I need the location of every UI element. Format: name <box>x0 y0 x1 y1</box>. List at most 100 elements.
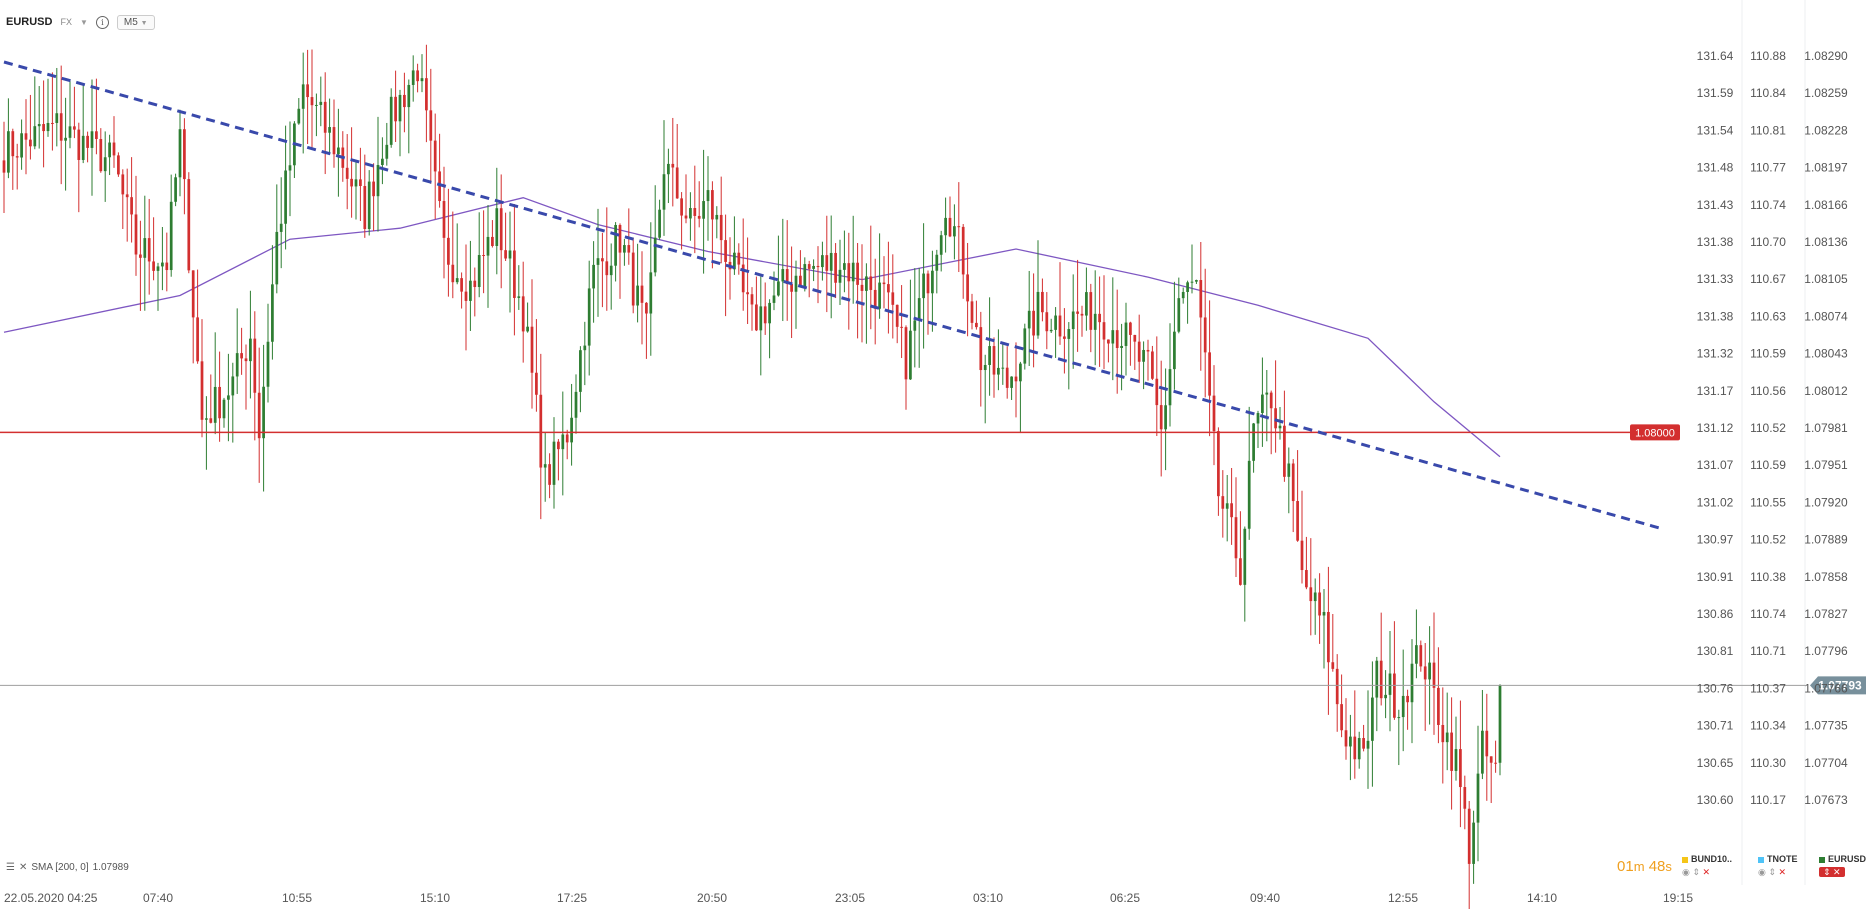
candle-body <box>1111 330 1115 344</box>
eye-icon[interactable]: ◉ <box>1758 867 1766 877</box>
candle-body <box>46 122 50 132</box>
candle-body <box>944 217 947 236</box>
candle-body <box>425 78 428 111</box>
y-tick-label: 110.37 <box>1750 681 1786 695</box>
y-tick-label: 110.52 <box>1750 421 1786 435</box>
candle-body <box>1313 592 1317 602</box>
axis-separators <box>1741 0 1806 885</box>
candle-body <box>1001 367 1005 369</box>
candle-body <box>1331 662 1335 669</box>
indicator-value: 1.07989 <box>92 862 129 873</box>
candle-body <box>90 131 94 148</box>
timeframe-select[interactable]: M5 ▼ <box>116 14 155 30</box>
candle-body <box>829 252 833 271</box>
y-tick-label: 110.81 <box>1750 123 1786 137</box>
candle-timer: 01m 48s <box>1617 858 1672 875</box>
candle-body <box>1027 310 1031 329</box>
candle-body <box>596 258 600 265</box>
legend-swatch <box>1758 856 1764 863</box>
legend-tnote[interactable]: TNOTE ◉ ⇕ ✕ <box>1758 854 1798 878</box>
candle-body <box>1256 413 1260 424</box>
candle-body <box>477 255 481 288</box>
candle-body <box>1102 322 1106 340</box>
candle-body <box>205 418 208 420</box>
candle-body <box>244 358 248 362</box>
info-icon[interactable]: i <box>95 15 109 29</box>
settings-icon[interactable]: ⇕ ✕ <box>1819 867 1845 877</box>
y-tick-label: 110.70 <box>1750 235 1786 249</box>
chevron-down-icon[interactable]: ▼ <box>79 17 88 27</box>
candle-body <box>1445 732 1449 743</box>
candle-body <box>134 214 138 255</box>
y-tick-label: 1.07951 <box>1804 458 1848 472</box>
candle-body <box>583 345 587 351</box>
candle-body <box>1318 592 1321 616</box>
candles <box>2 44 1502 909</box>
y-tick-label: 110.52 <box>1750 533 1786 547</box>
y-tick-label: 1.08166 <box>1804 198 1848 212</box>
candle-body <box>1230 503 1233 518</box>
candle-body <box>988 346 991 365</box>
candle-body <box>913 320 917 331</box>
close-icon[interactable]: ✕ <box>1778 867 1786 877</box>
y-tick-label: 1.08228 <box>1804 123 1848 137</box>
eye-icon[interactable]: ◉ <box>1682 867 1690 877</box>
sort-icon[interactable]: ⇕ <box>1692 867 1700 877</box>
y-axes: 131.64 131.59 131.54 131.48 131.43 131.38 131.… <box>1697 49 1848 807</box>
candle-body <box>737 252 741 265</box>
candle-body <box>332 127 336 155</box>
candle-body <box>684 215 688 219</box>
candle-body <box>1252 423 1255 461</box>
candle-body <box>530 326 534 373</box>
legend-bund[interactable]: BUND10.. ◉ ⇕ ✕ <box>1682 854 1732 878</box>
candle-body <box>513 250 516 298</box>
candle-body <box>486 236 490 256</box>
candle-body <box>939 235 943 255</box>
candle-body <box>697 215 701 219</box>
candle-body <box>1181 291 1185 299</box>
timer-sec-unit: s <box>1665 859 1672 874</box>
candle-body <box>1371 697 1374 741</box>
candle-body <box>983 364 987 371</box>
candle-body <box>931 270 934 294</box>
candle-body <box>1199 280 1203 318</box>
candle-body <box>165 262 169 271</box>
last-price-badge <box>1810 676 1866 695</box>
candle-body <box>1063 336 1066 339</box>
x-tick-label: 22.05.2020 04:25 <box>4 891 98 905</box>
candle-body <box>759 306 763 331</box>
candle-body <box>904 327 908 380</box>
candle-body <box>1071 311 1075 330</box>
y-tick-label: 110.38 <box>1750 570 1786 584</box>
candle-body <box>1137 341 1141 362</box>
x-tick-label: 19:15 <box>1663 891 1693 905</box>
candle-body <box>1076 311 1079 314</box>
y-tick-label: 110.56 <box>1750 384 1786 398</box>
candle-body <box>785 269 789 285</box>
candle-body <box>658 209 661 238</box>
y-tick-label: 130.81 <box>1697 644 1734 658</box>
candle-body <box>970 301 974 323</box>
candle-body <box>1454 749 1458 771</box>
candle-body <box>847 263 851 282</box>
close-icon[interactable]: ✕ <box>18 862 28 873</box>
candle-body <box>1322 611 1326 616</box>
candle-body <box>645 302 648 314</box>
candle-body <box>851 262 855 282</box>
list-icon[interactable]: ☰ <box>6 862 15 873</box>
candle-body <box>218 386 221 419</box>
symbol-label[interactable]: EURUSD <box>6 16 53 28</box>
candle-body <box>1168 369 1172 406</box>
candle-body <box>799 275 802 287</box>
candle-body <box>517 296 521 298</box>
sort-icon[interactable]: ⇕ <box>1768 867 1776 877</box>
legend-eurusd[interactable]: EURUSD ⇕ ✕ <box>1819 854 1866 878</box>
candle-body <box>1265 392 1269 395</box>
close-icon[interactable]: ✕ <box>1702 867 1710 877</box>
candle-body <box>1287 463 1291 477</box>
y-tick-label: 131.54 <box>1697 123 1734 137</box>
candle-body <box>209 418 213 423</box>
candle-body <box>693 208 697 216</box>
candle-body <box>372 181 375 197</box>
